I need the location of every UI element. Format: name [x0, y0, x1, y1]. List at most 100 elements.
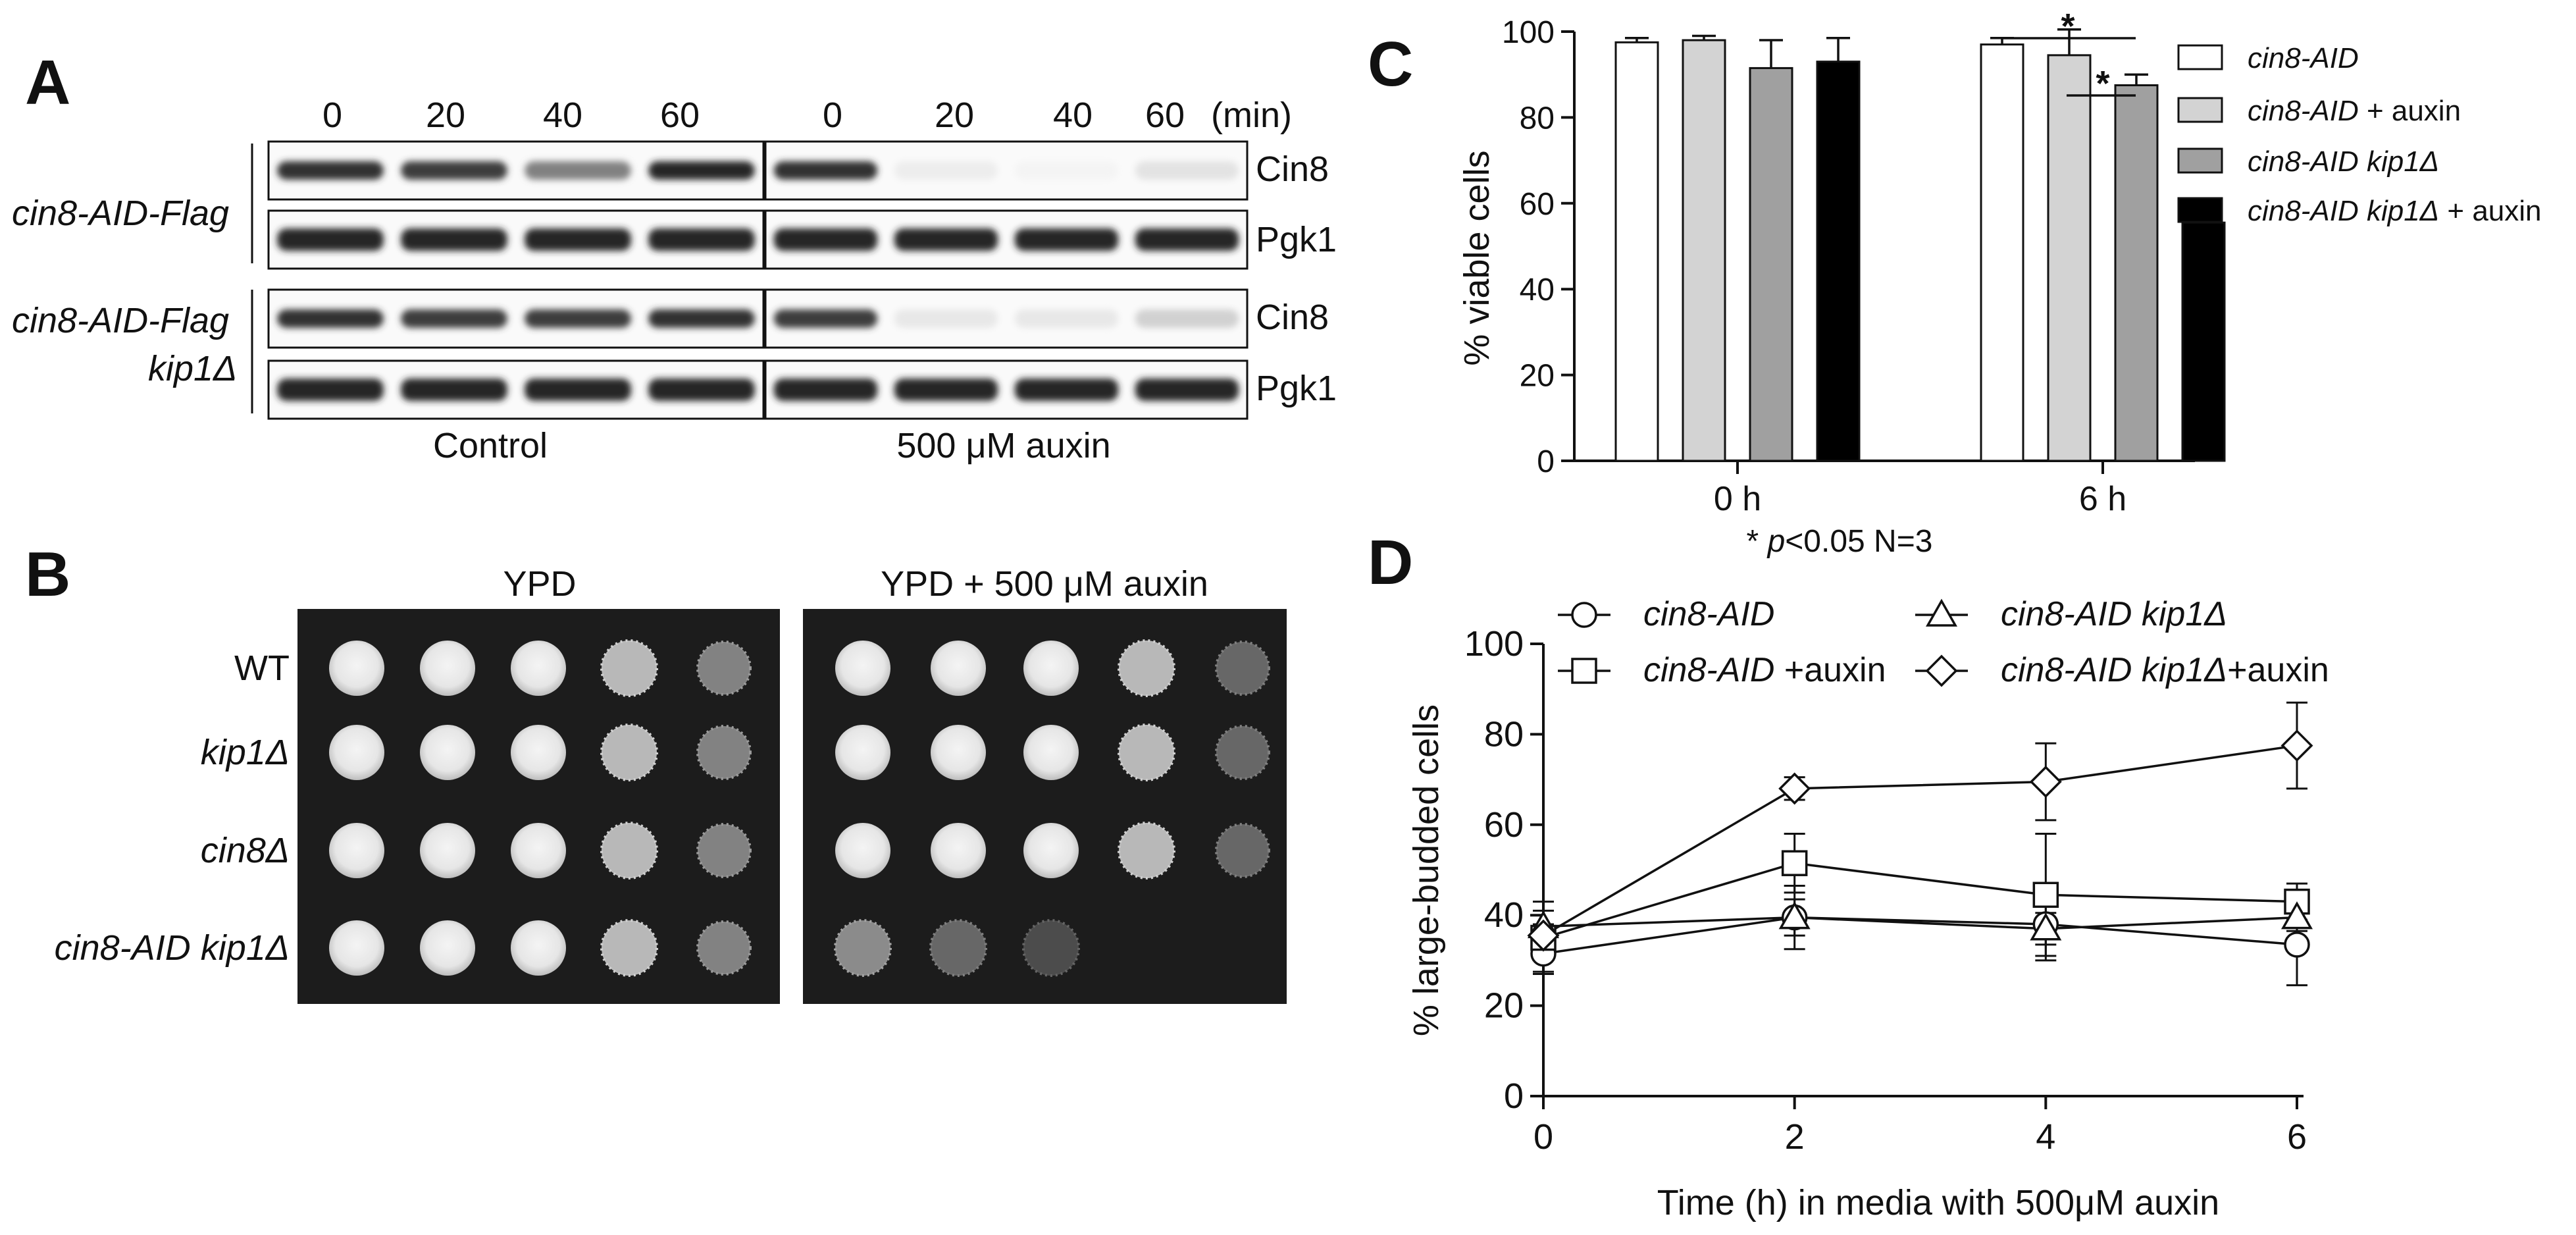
chart-c-bar [1749, 66, 1793, 462]
band [1014, 161, 1119, 180]
legend-swatch [2177, 44, 2223, 70]
chart-c-ytick-label: 80 [1520, 101, 1555, 136]
legend-swatch [2177, 197, 2223, 223]
colony-spot [511, 823, 566, 878]
band [1014, 309, 1119, 328]
series-line-2 [1543, 916, 2298, 930]
series-line-0 [1543, 916, 2298, 955]
legend-label: cin8-AID kip1Δ + auxin [2248, 195, 2542, 227]
time-label-auxin-40: 40 [1053, 95, 1093, 135]
time-label-20: 20 [426, 95, 465, 135]
time-label-60: 60 [660, 95, 700, 135]
line-chart: 0 20 40 60 80 100 0 2 4 6 [1464, 624, 2313, 1157]
band [648, 309, 755, 328]
data-point-circle [2284, 932, 2310, 958]
band [1135, 161, 1239, 180]
band [773, 161, 878, 180]
colony-spot [329, 920, 384, 976]
spot-row-label: WT [234, 648, 290, 688]
band [277, 309, 384, 328]
colony-spot [931, 823, 986, 878]
condition-label-auxin: 500 μM auxin [896, 426, 1110, 465]
chart-d-xtick-label: 0 [1533, 1117, 1553, 1157]
colony-spot [1215, 725, 1270, 780]
chart-d-xtick-label: 2 [1785, 1117, 1805, 1157]
colony-spot [420, 641, 475, 696]
colony-spot [696, 823, 752, 878]
spot-assay [329, 639, 1270, 977]
band [1135, 228, 1239, 251]
legend-marker-circle [1571, 602, 1597, 628]
chart-d-ytick-label: 0 [1504, 1076, 1524, 1116]
band [773, 228, 878, 251]
data-point-diamond [1527, 919, 1560, 952]
sig-mark: * [2096, 64, 2109, 103]
chart-d-xtick-label: 6 [2287, 1117, 2307, 1157]
colony-spot [420, 920, 475, 976]
panel-d: D % large-budded cells Time (h) in media… [1368, 527, 2329, 1222]
band-label-cin8-1: Cin8 [1256, 149, 1329, 189]
colony-spot [329, 823, 384, 878]
legend-label: cin8-AID kip1Δ [2248, 145, 2439, 178]
chart-c-bar [2181, 221, 2226, 462]
spot-row-labels: WT kip1Δ cin8Δ cin8-AID kip1Δ [55, 648, 290, 968]
spot-row-label: cin8Δ [201, 831, 290, 870]
chart-c-xtick-label: 6 h [2079, 480, 2126, 518]
colony-spot [835, 725, 890, 780]
colony-spot [600, 822, 658, 880]
band [894, 379, 998, 401]
chart-c-ytick-label: 40 [1520, 273, 1555, 307]
chart-c-bar [1980, 43, 2024, 462]
band [525, 379, 631, 401]
band-label-cin8-2: Cin8 [1256, 298, 1329, 337]
colony-spot [696, 920, 752, 976]
time-label-auxin-0: 0 [823, 95, 842, 135]
colony-spot [1023, 823, 1079, 878]
spot-row-label: cin8-AID kip1Δ [55, 928, 290, 968]
chart-d-ytick-label: 20 [1484, 986, 1524, 1026]
chart-c-note: * p<0.05 N=3 [1747, 524, 1933, 559]
time-label-0: 0 [322, 95, 342, 135]
band [401, 228, 507, 251]
band [894, 309, 998, 328]
colony-spot [931, 641, 986, 696]
chart-c-bar [1816, 61, 1861, 462]
colony-spot [420, 725, 475, 780]
legend-label: cin8-AID kip1Δ+auxin [2001, 651, 2329, 689]
chart-c-bar [2047, 54, 2092, 462]
colony-spot [1118, 822, 1175, 880]
time-label-auxin-60: 60 [1145, 95, 1185, 135]
legend-swatch [2177, 147, 2223, 174]
colony-spot [511, 641, 566, 696]
colony-spot [1118, 639, 1175, 697]
legend-label: cin8-AID + auxin [2248, 95, 2461, 127]
colony-spot [329, 641, 384, 696]
series-line-1 [1543, 862, 2298, 939]
colony-spot [696, 725, 752, 780]
chart-c-ytick-label: 0 [1537, 444, 1555, 479]
band [401, 309, 507, 328]
band [1135, 309, 1239, 328]
chart-c-ytick-label: 60 [1520, 187, 1555, 222]
series-line-3 [1543, 744, 2298, 937]
time-unit-label: (min) [1211, 95, 1292, 135]
legend-marker-square [1571, 658, 1597, 684]
strain-label-2b: kip1Δ [148, 349, 237, 388]
chart-d-ytick-label: 100 [1464, 624, 1524, 664]
colony-spot [835, 823, 890, 878]
media-label-auxin: YPD + 500 μM auxin [881, 564, 1208, 604]
panel-c-label: C [1368, 29, 1413, 99]
chart-c-xtick-label: 0 h [1714, 480, 1761, 518]
chart-c-bar [1682, 39, 1726, 462]
band [773, 309, 878, 328]
data-point-diamond [1778, 772, 1811, 805]
chart-c-bar [2114, 84, 2159, 462]
chart-d-ylabel: % large-budded cells [1406, 704, 1446, 1036]
band [1014, 379, 1119, 401]
legend-marker-diamond [1925, 654, 1958, 687]
data-point-square [2032, 881, 2059, 908]
chart-d-legend: cin8-AID cin8-AID +auxin cin8-AID kip1Δ cin… [1558, 595, 2329, 689]
colony-spot [420, 823, 475, 878]
data-point-triangle [2280, 901, 2313, 930]
